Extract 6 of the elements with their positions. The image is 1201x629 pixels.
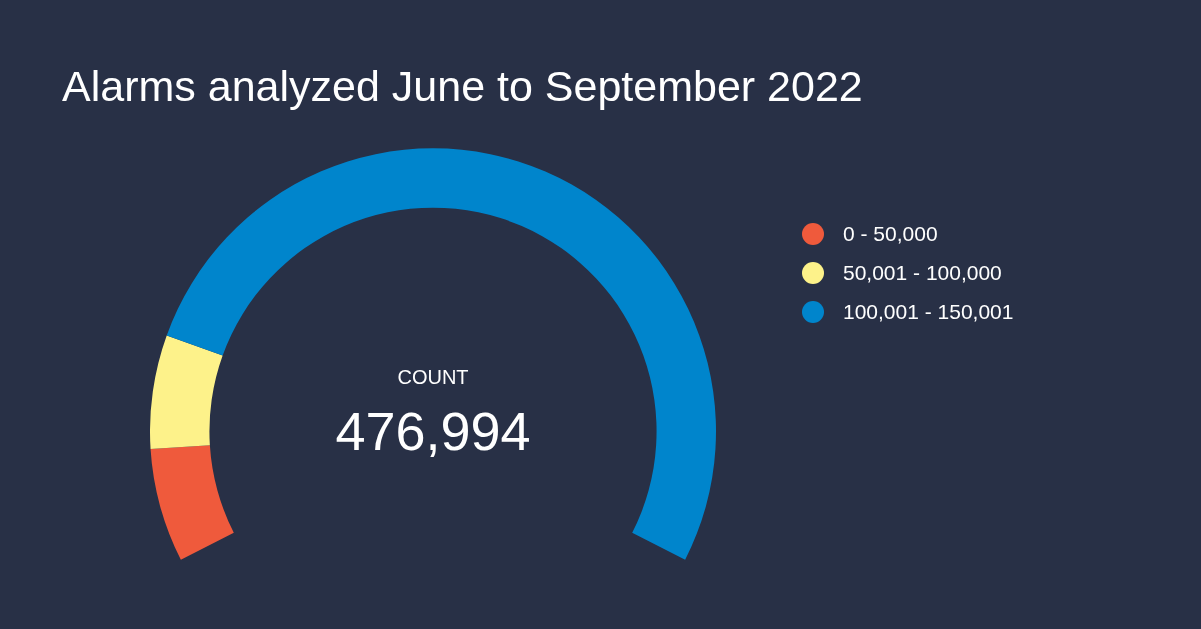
text: 476,994 — [335, 400, 531, 462]
legend-label: 0 - 50,000 — [843, 221, 938, 246]
legend-label: 100,001 - 150,001 — [843, 299, 1014, 324]
legend-label: 50,001 - 100,000 — [843, 260, 1002, 285]
text: COUNT — [397, 366, 469, 389]
chart-title: Alarms analyzed June to September 2022 — [62, 62, 863, 111]
